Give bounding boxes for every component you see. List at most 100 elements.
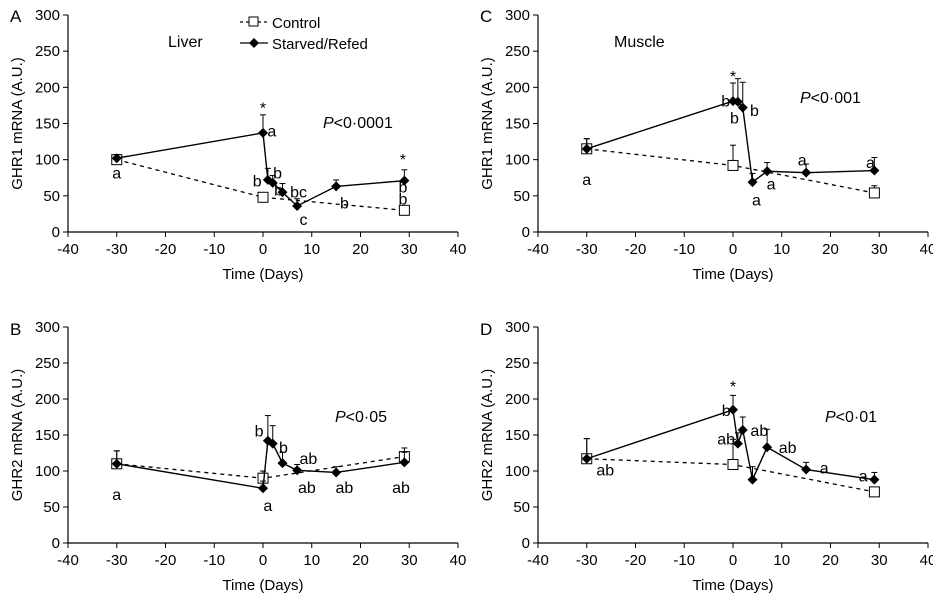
significance-letter: a: [767, 177, 776, 194]
data-point: [277, 187, 288, 198]
data-point: [581, 453, 592, 464]
legend-starved-marker: [249, 38, 259, 48]
x-tick-label: 10: [773, 552, 790, 569]
data-point: [762, 442, 773, 453]
data-point: [258, 127, 268, 138]
data-point: [869, 474, 880, 485]
data-point: [399, 175, 410, 186]
panel-letter: C: [480, 7, 492, 26]
chart-panel-d: 0 50 100 150 200 250 300 -40 -30 -20 -10 0 10 20 30 40 T…: [479, 319, 933, 594]
p-value-label: P<0·0001: [323, 115, 393, 132]
data-point: [399, 457, 410, 468]
significance-letter: b: [274, 182, 283, 199]
y-tick-label: 150: [505, 427, 530, 444]
data-point: [737, 424, 748, 435]
data-point: [398, 204, 410, 216]
data-point: [111, 458, 122, 469]
significance-letter: a: [752, 192, 761, 209]
y-tick-label: 300: [35, 319, 60, 336]
significance-letter: ab: [779, 440, 797, 457]
y-tick-label: 0: [52, 224, 60, 241]
p-value-label: P<0·001: [800, 90, 861, 107]
data-point: [267, 177, 278, 188]
data-point: [732, 96, 743, 107]
significance-star: *: [730, 69, 736, 86]
data-point: [728, 404, 738, 415]
y-tick-label: 150: [35, 427, 60, 444]
significance-letter: ab: [299, 451, 317, 468]
x-tick-label: 20: [352, 552, 369, 569]
data-point: [869, 165, 880, 176]
significance-letter: a: [267, 124, 276, 141]
data-point: [258, 483, 268, 494]
x-tick-label: -40: [527, 552, 549, 569]
y-tick-label: 300: [505, 319, 530, 336]
y-tick-label: 150: [35, 116, 60, 133]
significance-letter: a: [112, 166, 121, 183]
series-line: [586, 408, 875, 482]
x-tick-label: -30: [106, 552, 128, 569]
series-line: [116, 439, 405, 490]
chart-panel-c: 0 50 100 150 200 250 300 -40 -30 -20 -10 0 10 20 30 40 T…: [479, 7, 933, 283]
significance-letter: b: [253, 174, 262, 191]
p-value-label: P<0·05: [335, 409, 387, 426]
y-tick-label: 250: [505, 355, 530, 372]
y-tick-label: 100: [35, 152, 60, 169]
significance-star: *: [260, 101, 266, 118]
significance-letter: b: [398, 192, 407, 209]
significance-letter: b: [730, 111, 739, 128]
x-tick-label: -30: [576, 552, 598, 569]
chart-panel-a: 0 50 100 150 200 250 300 -40 -30 -20 -10 0 10 20 30 40 T…: [9, 7, 466, 283]
significance-letter: a: [798, 153, 807, 170]
significance-letter: b: [255, 424, 264, 441]
data-point: [732, 438, 743, 449]
x-tick-label: 40: [920, 241, 933, 258]
x-tick-label: -10: [203, 241, 225, 258]
data-point: [868, 486, 880, 498]
data-point: [331, 181, 342, 192]
x-tick-label: 10: [303, 552, 320, 569]
y-tick-label: 100: [505, 152, 530, 169]
data-point: [737, 102, 748, 113]
y-tick-label: 150: [505, 116, 530, 133]
x-tick-label: 0: [259, 552, 267, 569]
y-tick-label: 300: [35, 7, 60, 24]
x-tick-label: 0: [729, 552, 737, 569]
x-axis-label: Time (Days): [222, 577, 303, 594]
x-tick-label: 30: [401, 552, 418, 569]
significance-letter: ab: [750, 423, 768, 440]
significance-letter: ab: [392, 480, 410, 497]
x-tick-label: 40: [450, 552, 467, 569]
x-tick-label: 20: [822, 241, 839, 258]
y-axis-label: GHR2 mRNA (A.U.): [9, 369, 26, 502]
panel-title: Liver: [168, 34, 203, 51]
x-tick-label: 20: [352, 241, 369, 258]
y-tick-label: 200: [35, 79, 60, 96]
x-axis-label: Time (Days): [692, 577, 773, 594]
x-axis-label: Time (Days): [692, 266, 773, 283]
significance-letter: b: [279, 440, 288, 457]
x-tick-label: -40: [57, 552, 79, 569]
y-tick-label: 100: [505, 463, 530, 480]
y-axis-label: GHR2 mRNA (A.U.): [479, 369, 496, 502]
significance-letter: a: [866, 155, 875, 172]
x-tick-label: 30: [871, 552, 888, 569]
x-tick-label: -40: [57, 241, 79, 258]
data-point: [292, 200, 303, 211]
legend-control-marker: [248, 16, 259, 27]
series-line: [116, 159, 405, 211]
y-tick-label: 200: [505, 391, 530, 408]
legend-control-label: Control: [272, 15, 320, 32]
y-axis-label: GHR1 mRNA (A.U.): [479, 57, 496, 190]
y-tick-label: 50: [43, 188, 60, 205]
significance-letter: ab: [336, 480, 354, 497]
significance-letter: a: [582, 172, 591, 189]
x-tick-label: -10: [673, 241, 695, 258]
significance-letter: ab: [717, 432, 735, 449]
y-tick-label: 250: [35, 43, 60, 60]
x-tick-label: 10: [303, 241, 320, 258]
series-control: [111, 447, 410, 484]
y-tick-label: 50: [513, 188, 530, 205]
y-tick-label: 0: [52, 535, 60, 552]
data-point: [727, 459, 739, 471]
